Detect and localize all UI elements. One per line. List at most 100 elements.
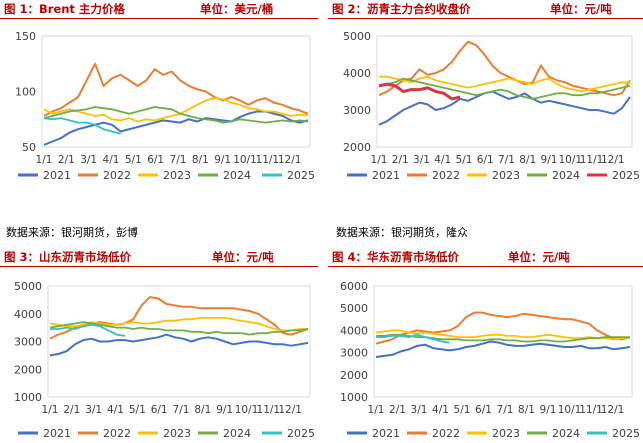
x-tick-label: 9/1 [214, 154, 231, 166]
x-tick-label: 11/1 [257, 404, 281, 416]
x-tick-label: 1/1 [371, 154, 388, 166]
y-tick-label: 2000 [343, 141, 371, 154]
legend-label-2024: 2024 [223, 427, 251, 440]
x-tick-label: 6/1 [151, 404, 168, 416]
y-tick-label: 6000 [340, 280, 368, 293]
x-tick-label: 11/1 [579, 404, 603, 416]
legend-label-2025: 2025 [287, 169, 315, 182]
x-tick-label: 12/1 [278, 404, 302, 416]
x-tick-label: 2/1 [389, 404, 406, 416]
x-tick-label: 12/1 [601, 154, 625, 166]
x-tick-label: 9/1 [540, 404, 557, 416]
x-tick-label: 9/1 [216, 404, 233, 416]
chart-3: 1000 2000 3000 4000 5000 1/1 2/1 3/1 4/1 5/1 6/1 7/… [14, 280, 315, 440]
plot-area [41, 35, 311, 148]
y-tick-label: 150 [15, 30, 36, 43]
legend-label-2021: 2021 [43, 169, 71, 182]
chart-4-title: 图 4：华东沥青市场低价 [332, 250, 460, 264]
series-line-2023 [49, 317, 308, 332]
y-tick-label: 3000 [343, 104, 371, 117]
y-tick-label: 1000 [340, 391, 368, 404]
legend-label-2021: 2021 [43, 427, 71, 440]
x-tick-label: 1/1 [368, 404, 385, 416]
x-tick-label: 10/1 [558, 404, 582, 416]
legend-label-2022: 2022 [103, 427, 131, 440]
source-note-right: 数据来源：银河期货，隆众 [336, 226, 468, 239]
source-note-left: 数据来源：银河期货，彭博 [6, 226, 138, 239]
x-tick-label: 4/1 [103, 154, 120, 166]
legend-label-2022: 2022 [432, 169, 460, 182]
y-tick-label: 1000 [14, 391, 42, 404]
legend-label-2022: 2022 [103, 169, 131, 182]
chart-1-unit: 单位：美元/桶 [200, 2, 274, 16]
x-tick-label: 12/1 [601, 404, 625, 416]
chart-3-title: 图 3：山东沥青市场低价 [4, 250, 132, 264]
x-tick-label: 5/1 [454, 404, 471, 416]
legend-label-2022: 2022 [432, 427, 460, 440]
x-tick-label: 2/1 [58, 154, 75, 166]
chart-2-title: 图 2：沥青主力合约收盘价 [332, 2, 471, 16]
x-tick-label: 7/1 [173, 404, 190, 416]
x-tick-label: 8/1 [192, 154, 209, 166]
series-line-2021 [378, 90, 631, 126]
legend-label-2024: 2024 [223, 169, 251, 182]
y-tick-label: 50 [22, 141, 36, 154]
x-tick-label: 6/1 [475, 404, 492, 416]
legend-label-2023: 2023 [163, 427, 191, 440]
x-tick-label: 8/1 [194, 404, 211, 416]
x-tick-label: 4/1 [107, 404, 124, 416]
chart-2: 2000 3000 4000 5000 1/1 2/1 3/1 4/1 5/1 6/1 7/1 8/1… [343, 30, 640, 182]
series-line-2025 [378, 82, 461, 101]
legend-label-2025: 2025 [287, 427, 315, 440]
chart-4-unit: 单位：元/吨 [508, 250, 570, 264]
chart-2-header: 图 2：沥青主力合约收盘价 单位：元/吨 [328, 0, 643, 19]
x-tick-label: 4/1 [432, 404, 449, 416]
series-line-2022 [43, 62, 309, 117]
legend-label-2023: 2023 [492, 427, 520, 440]
x-tick-label: 12/1 [278, 154, 302, 166]
series-line-2025 [43, 117, 121, 135]
y-tick-label: 2000 [14, 363, 42, 376]
x-tick-label: 7/1 [498, 154, 515, 166]
y-tick-label: 5000 [14, 280, 42, 293]
series-line-2025 [376, 333, 450, 344]
x-tick-label: 9/1 [541, 154, 558, 166]
y-tick-label: 5000 [340, 302, 368, 315]
y-tick-label: 3000 [340, 347, 368, 360]
legend-label-2025: 2025 [612, 169, 640, 182]
y-tick-label: 3000 [14, 336, 42, 349]
x-tick-label: 6/1 [477, 154, 494, 166]
x-tick-label: 10/1 [233, 154, 257, 166]
y-tick-label: 2000 [340, 369, 368, 382]
plot-area [376, 35, 633, 148]
chart-3-header: 图 3：山东沥青市场低价 单位：元/吨 [0, 248, 318, 267]
series-line-2024 [376, 333, 630, 343]
x-tick-label: 3/1 [413, 154, 430, 166]
series-line-2022 [378, 40, 631, 97]
legend-label-2021: 2021 [372, 169, 400, 182]
chart-2-unit: 单位：元/吨 [550, 2, 612, 16]
series-line-2021 [49, 333, 309, 357]
series-line-2025 [50, 323, 126, 337]
x-tick-label: 11/1 [256, 154, 280, 166]
x-tick-label: 6/1 [147, 154, 164, 166]
plot-area [373, 285, 633, 398]
chart-4: 1000 2000 3000 4000 5000 6000 1/1 2/1 3/1 4/1 5/1 6… [340, 280, 640, 440]
series-line-2024 [49, 321, 309, 336]
series-line-2024 [378, 77, 631, 100]
chart-3-unit: 单位：元/吨 [212, 250, 274, 264]
x-tick-label: 2/1 [392, 154, 409, 166]
x-tick-label: 5/1 [129, 404, 146, 416]
x-tick-label: 5/1 [456, 154, 473, 166]
x-tick-label: 4/1 [434, 154, 451, 166]
x-tick-label: 2/1 [63, 404, 80, 416]
chart-4-header: 图 4：华东沥青市场低价 单位：元/吨 [328, 248, 643, 267]
x-tick-label: 5/1 [125, 154, 142, 166]
x-tick-label: 7/1 [170, 154, 187, 166]
x-tick-label: 11/1 [580, 154, 604, 166]
legend-label-2023: 2023 [492, 169, 520, 182]
chart-1-title: 图 1：Brent 主力价格 [4, 2, 125, 16]
x-tick-label: 8/1 [518, 404, 535, 416]
legend-label-2023: 2023 [163, 169, 191, 182]
y-tick-label: 4000 [14, 308, 42, 321]
